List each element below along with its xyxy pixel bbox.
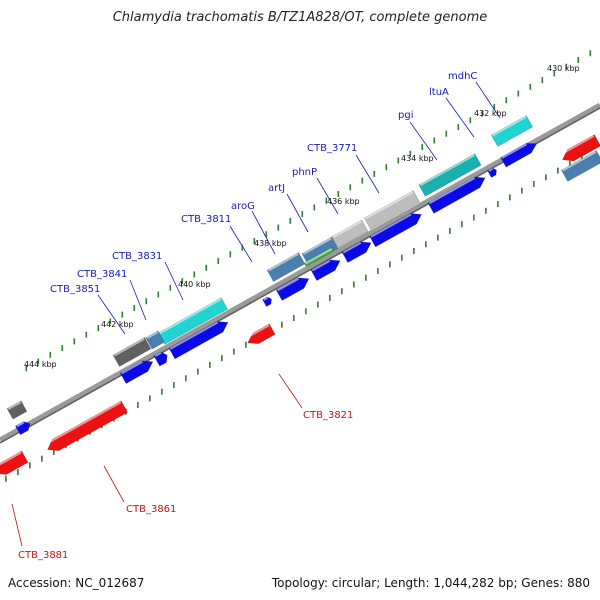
- cog-box-right[interactable]: [560, 150, 600, 182]
- genome-summary-text: Topology: circular; Length: 1,044,282 bp…: [271, 576, 590, 590]
- leader-line: [251, 210, 276, 255]
- label-leader-lines: [11, 81, 501, 547]
- leader-line: [316, 177, 339, 215]
- cog-box-pgi[interactable]: [418, 153, 482, 197]
- cog-box-3851[interactable]: [112, 337, 152, 367]
- rev-cds-3881[interactable]: [0, 450, 29, 479]
- leader-line: [103, 465, 125, 503]
- gene-label-aroG[interactable]: aroG: [231, 201, 255, 212]
- gene-label-CTB_3881[interactable]: CTB_3881: [18, 550, 68, 561]
- fwd-cds-3851[interactable]: [119, 356, 156, 384]
- leader-line: [229, 225, 253, 263]
- gene-label-CTB_3821[interactable]: CTB_3821: [303, 410, 353, 421]
- fwd-cds-3771[interactable]: [369, 209, 425, 248]
- fwd-cds-3841[interactable]: [153, 350, 170, 367]
- cog-stripe-artJ[interactable]: [303, 247, 335, 267]
- cog-box-3841[interactable]: [145, 330, 165, 350]
- features-layer: [0, 115, 600, 479]
- fwd-cds-phnP[interactable]: [341, 237, 374, 263]
- gene-label-CTB_3811[interactable]: CTB_3811: [181, 214, 231, 225]
- scale-label-436: 436 kbp: [327, 197, 360, 206]
- fwd-cds-left[interactable]: [15, 419, 32, 436]
- gene-label-CTB_3771[interactable]: CTB_3771: [307, 143, 357, 154]
- gene-label-mdhC[interactable]: mdhC: [448, 71, 477, 82]
- leader-line: [129, 279, 147, 321]
- gene-label-ltuA[interactable]: ltuA: [429, 87, 449, 98]
- scale-label-442: 442 kbp: [101, 320, 134, 329]
- gene-label-artJ[interactable]: artJ: [268, 183, 285, 194]
- gene-label-pgi[interactable]: pgi: [398, 110, 413, 121]
- leader-line: [445, 97, 475, 138]
- scale-label-430: 430 kbp: [547, 64, 580, 73]
- leader-line: [11, 503, 23, 547]
- scale-label-440: 440 kbp: [178, 280, 211, 289]
- fwd-cds-small[interactable]: [487, 167, 499, 178]
- leader-line: [355, 154, 380, 194]
- leader-line: [97, 294, 126, 335]
- fwd-cds-3831[interactable]: [168, 317, 231, 360]
- leader-line: [278, 373, 303, 409]
- fwd-cds-artJ[interactable]: [310, 255, 343, 281]
- gene-label-CTB_3851[interactable]: CTB_3851: [50, 284, 100, 295]
- rev-cds-3821[interactable]: [245, 323, 276, 348]
- scale-label-432: 432 kbp: [474, 109, 507, 118]
- map-title: Chlamydia trachomatis B/TZ1A828/OT, comp…: [112, 10, 488, 25]
- accession-text: Accession: NC_012687: [8, 576, 145, 590]
- cog-box-artJ[interactable]: [301, 236, 339, 266]
- fwd-cds-small2[interactable]: [262, 296, 274, 307]
- scale-label-444: 444 kbp: [24, 360, 57, 369]
- genome-backbone: [0, 102, 600, 443]
- leader-line: [475, 81, 501, 119]
- cog-box-left[interactable]: [6, 400, 28, 420]
- fwd-cds-mdhC[interactable]: [500, 139, 540, 168]
- rev-cds-3861[interactable]: [44, 400, 128, 455]
- fwd-cds-pgi[interactable]: [427, 173, 488, 214]
- fwd-cds-aroG[interactable]: [275, 273, 312, 301]
- leader-line: [409, 121, 438, 161]
- gene-label-phnP[interactable]: phnP: [292, 167, 317, 178]
- gene-label-CTB_3831[interactable]: CTB_3831: [112, 251, 162, 262]
- scale-label-438: 438 kbp: [254, 239, 287, 248]
- gene-label-CTB_3841[interactable]: CTB_3841: [77, 269, 127, 280]
- leader-line: [286, 193, 309, 233]
- cog-box-mdhC[interactable]: [490, 115, 534, 147]
- genome-backbone-shadow: [0, 107, 600, 444]
- cog-box-3771[interactable]: [363, 190, 421, 230]
- cog-box-aroG[interactable]: [266, 252, 306, 282]
- gene-label-CTB_3861[interactable]: CTB_3861: [126, 504, 176, 515]
- leader-line: [164, 261, 184, 301]
- scale-label-434: 434 kbp: [401, 154, 434, 163]
- cog-box-phnP[interactable]: [331, 219, 369, 249]
